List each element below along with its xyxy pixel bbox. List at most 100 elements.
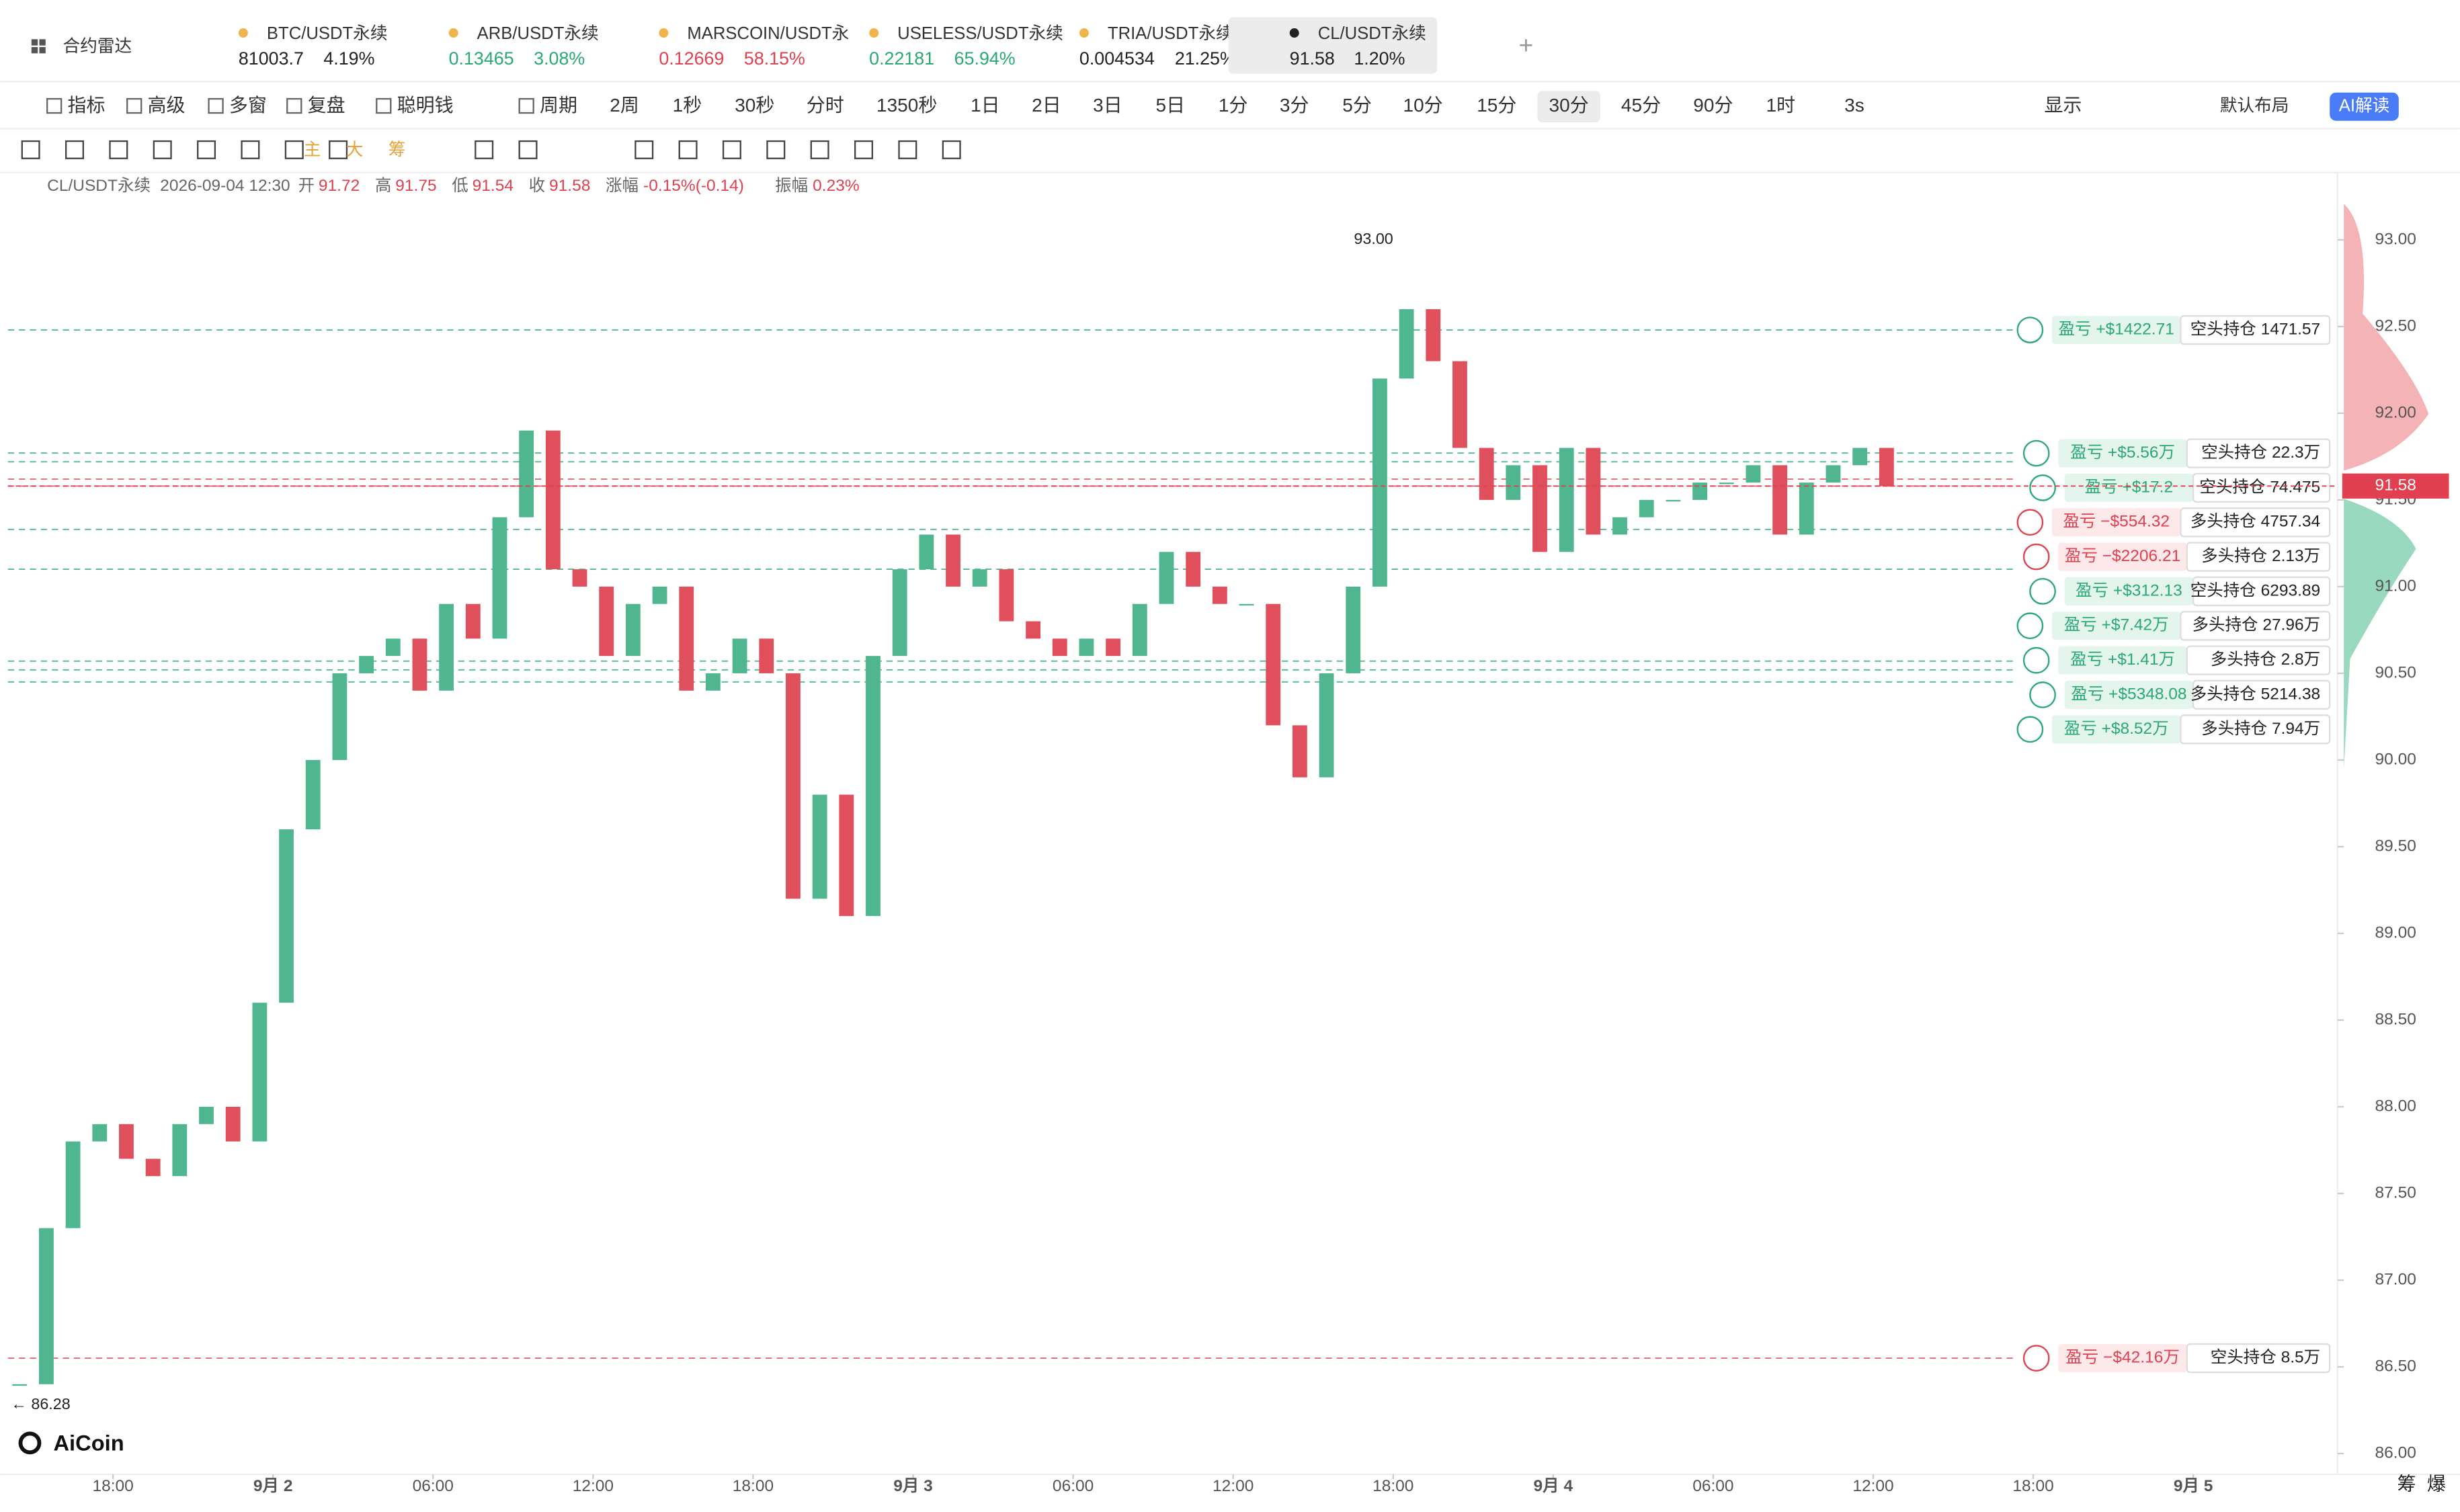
period[interactable]: 45分 xyxy=(1621,95,1661,116)
period[interactable]: 5日 xyxy=(1156,95,1186,116)
period[interactable]: 10分 xyxy=(1403,95,1443,116)
draw-icon[interactable] xyxy=(678,140,698,159)
tab-icon xyxy=(238,28,248,38)
draw-icon[interactable] xyxy=(898,140,917,159)
tab-price[interactable]: 0.12669 xyxy=(659,48,724,69)
candle xyxy=(279,829,294,1003)
tab-name[interactable]: BTC/USDT永续 xyxy=(267,24,388,43)
tool[interactable]: 聪明钱 xyxy=(397,95,454,116)
layout[interactable]: 默认布局 xyxy=(2220,95,2289,115)
add-tab[interactable]: + xyxy=(1518,31,1533,59)
draw-icon[interactable] xyxy=(109,140,128,159)
tab-price[interactable]: 0.13465 xyxy=(449,48,514,69)
period[interactable]: 2周 xyxy=(610,95,639,116)
tab-price[interactable]: 0.004534 xyxy=(1079,48,1155,69)
tab-change[interactable]: 3.08% xyxy=(534,48,585,69)
side-box xyxy=(2180,507,2331,538)
draw-tool[interactable]: 大 xyxy=(346,140,364,159)
tab-change[interactable]: 4.19% xyxy=(323,48,374,69)
period[interactable]: 3分 xyxy=(1280,95,1309,116)
refresh[interactable]: 3s xyxy=(1844,95,1864,116)
side: 多头持仓 5214.38 xyxy=(2190,684,2320,703)
tool[interactable]: 周期 xyxy=(540,95,577,116)
side: 空头持仓 6293.89 xyxy=(2190,581,2320,599)
candle xyxy=(1346,586,1361,673)
draw-icon[interactable] xyxy=(21,140,40,159)
period[interactable]: 15分 xyxy=(1477,95,1516,116)
x-tick-label: 9月 4 xyxy=(1534,1477,1573,1495)
period[interactable]: 1日 xyxy=(971,95,1000,116)
pnl-box xyxy=(2064,577,2194,605)
ai-button[interactable] xyxy=(2330,92,2399,121)
tab-change[interactable]: 21.25% xyxy=(1175,48,1236,69)
draw-icon[interactable] xyxy=(241,140,260,159)
tab-name[interactable]: USELESS/USDT永续 xyxy=(897,24,1063,43)
tab-change[interactable]: 1.20% xyxy=(1354,48,1405,69)
draw-icon[interactable] xyxy=(634,140,654,159)
footer-tool[interactable]: 筹 xyxy=(2397,1474,2416,1495)
candle xyxy=(1399,309,1414,379)
side: 多头持仓 27.96万 xyxy=(2192,616,2321,634)
tab-name[interactable]: CL/USDT永续 xyxy=(1318,24,1426,43)
x-tick-label: 9月 5 xyxy=(2174,1477,2213,1495)
draw-icon[interactable] xyxy=(153,140,172,159)
side: 空头持仓 1471.57 xyxy=(2190,320,2320,339)
tool[interactable]: 指标 xyxy=(67,95,105,116)
pnl-box xyxy=(2058,1344,2187,1373)
side-box xyxy=(2192,576,2331,607)
draw-icon[interactable] xyxy=(518,140,538,159)
tab-price[interactable]: 91.58 xyxy=(1290,48,1335,69)
draw-icon[interactable] xyxy=(197,140,216,159)
draw-icon[interactable] xyxy=(854,140,874,159)
draw-tool[interactable]: 主 xyxy=(304,140,321,159)
candle xyxy=(1266,603,1281,726)
draw-icon[interactable] xyxy=(766,140,786,159)
footer-tool[interactable]: 爆 xyxy=(2427,1474,2446,1495)
candle xyxy=(385,638,401,657)
candle xyxy=(625,603,641,657)
x-tick-label: 12:00 xyxy=(1852,1477,1893,1495)
tool[interactable]: 多窗 xyxy=(229,95,267,116)
display[interactable]: 显示 xyxy=(2044,95,2082,116)
period[interactable]: 3日 xyxy=(1093,95,1122,116)
tab-change[interactable]: 58.15% xyxy=(744,48,805,69)
tool[interactable]: 高级 xyxy=(148,95,186,116)
draw-tool[interactable]: 筹 xyxy=(388,140,406,159)
period[interactable]: 1350秒 xyxy=(876,95,937,116)
draw-icon[interactable] xyxy=(722,140,741,159)
period[interactable]: 5分 xyxy=(1342,95,1372,116)
period[interactable]: 分时 xyxy=(807,95,844,116)
pnl: 盈亏 +$1422.71 xyxy=(2059,321,2174,339)
period[interactable]: 90分 xyxy=(1693,95,1733,116)
draw-icon[interactable] xyxy=(810,140,829,159)
tool[interactable]: 复盘 xyxy=(308,95,345,116)
tab-name[interactable]: TRIA/USDT永续 xyxy=(1108,24,1233,43)
draw-icon[interactable] xyxy=(329,140,348,159)
draw-icon[interactable] xyxy=(284,140,304,159)
period[interactable]: 30分 xyxy=(1549,95,1589,116)
tab-name[interactable]: ARB/USDT永续 xyxy=(477,24,599,43)
draw-icon[interactable] xyxy=(942,140,961,159)
tab-change[interactable]: 65.94% xyxy=(954,48,1016,69)
period[interactable]: 2日 xyxy=(1032,95,1061,116)
pnl: 盈亏 −$554.32 xyxy=(2063,513,2170,531)
period[interactable]: 30秒 xyxy=(735,95,774,116)
tab-name[interactable]: MARSCOIN/USDT永 xyxy=(687,24,849,43)
x-tick-label: 18:00 xyxy=(92,1477,133,1495)
side-box xyxy=(2180,611,2331,641)
period[interactable]: 1秒 xyxy=(673,95,702,116)
logo-mark xyxy=(18,1431,42,1455)
draw-icon[interactable] xyxy=(65,140,84,159)
active-period-bg xyxy=(1537,91,1600,123)
tab-price[interactable]: 0.22181 xyxy=(869,48,934,69)
period[interactable]: 1分 xyxy=(1219,95,1248,116)
draw-icon[interactable] xyxy=(475,140,494,159)
candle xyxy=(545,430,561,570)
radar[interactable]: 合约雷达 xyxy=(63,36,132,56)
candle xyxy=(145,1159,161,1177)
tab-price[interactable]: 81003.7 xyxy=(239,48,304,69)
x-tick-label: 9月 3 xyxy=(893,1477,933,1495)
ai-label[interactable]: AI解读 xyxy=(2339,95,2390,115)
period[interactable]: 1时 xyxy=(1766,95,1795,116)
